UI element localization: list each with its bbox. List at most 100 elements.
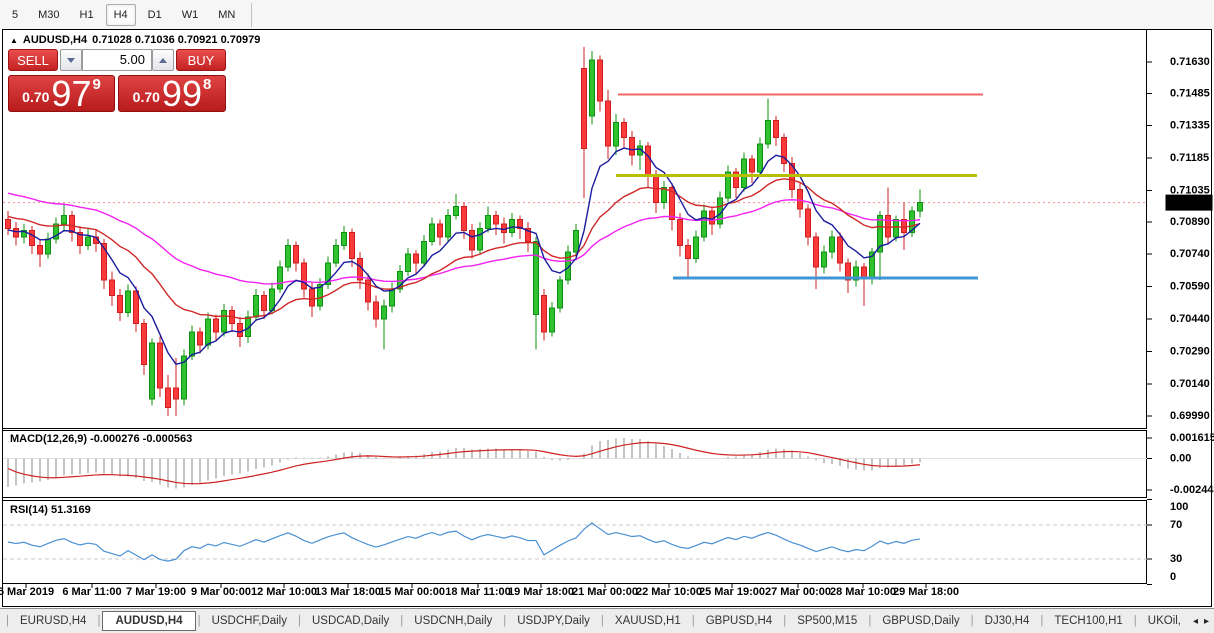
macd-axis: 0.001615 0.00 -0.002443 <box>1147 432 1214 496</box>
buy-price-pip: 8 <box>202 76 212 93</box>
svg-text:6 Mar 11:00: 6 Mar 11:00 <box>62 586 121 598</box>
timeframe-button-MN[interactable]: MN <box>218 8 236 21</box>
tab-gbpusd-daily[interactable]: GBPUSD,Daily <box>882 615 960 627</box>
ma-slow-line <box>7 192 921 285</box>
svg-text:0.71035: 0.71035 <box>1170 185 1210 197</box>
price-axis: 0.71630 0.71485 0.71335 0.71185 0.71035 0.708… <box>1147 56 1213 422</box>
buy-price-display[interactable]: 0.70 99 8 <box>118 75 226 112</box>
svg-text:5 Mar 2019: 5 Mar 2019 <box>0 586 54 598</box>
buy-button[interactable]: BUY <box>176 49 226 71</box>
tab-sp500-m15[interactable]: SP500,M15 <box>797 615 858 627</box>
svg-text:0.71185: 0.71185 <box>1170 152 1209 164</box>
timeframe-button-5[interactable]: 5 <box>12 8 19 21</box>
timeframe-toolbar: 5 M30 H1 H4 D1 W1 MN <box>0 0 1214 29</box>
collapse-icon[interactable]: ▲ <box>10 35 18 45</box>
tab-eurusd-h4[interactable]: EURUSD,H4 <box>20 615 87 627</box>
rsi-indicator-label: RSI(14) 51.3169 <box>10 504 91 516</box>
tab-gbpusd-h4[interactable]: GBPUSD,H4 <box>705 615 773 627</box>
chart-header: ▲ AUDUSD,H4 0.71028 0.71036 0.70921 0.70… <box>10 34 260 46</box>
tab-usdcnh-daily[interactable]: USDCNH,Daily <box>414 615 493 627</box>
timeframe-button-H4[interactable]: H4 <box>105 3 136 26</box>
tab-divider: | <box>297 615 301 627</box>
sell-price-display[interactable]: 0.70 97 9 <box>8 75 115 112</box>
buy-price-prefix: 0.70 <box>132 89 160 105</box>
rsi-axis: 100 70 30 0 <box>1147 499 1188 585</box>
svg-text:22 Mar 10:00: 22 Mar 10:00 <box>636 586 702 598</box>
svg-text:70: 70 <box>1170 519 1182 531</box>
timeframe-button-D1[interactable]: D1 <box>147 8 162 21</box>
svg-text:0.70290: 0.70290 <box>1170 345 1210 357</box>
sell-price-prefix: 0.70 <box>22 89 50 105</box>
tab-scroll-right-icon[interactable]: ▸ <box>1204 615 1210 627</box>
svg-text:21 Mar 00:00: 21 Mar 00:00 <box>572 586 638 598</box>
sell-price-pip: 9 <box>92 76 101 93</box>
tab-divider: | <box>970 615 974 627</box>
ma-fast-line <box>7 147 921 366</box>
toolbar-separator <box>251 2 253 27</box>
volume-input[interactable]: 5.00 <box>82 49 152 71</box>
svg-text:0.001615: 0.001615 <box>1170 432 1214 444</box>
tab-xauusd-h1[interactable]: XAUUSD,H1 <box>614 615 681 627</box>
chart-tabs-bar: | EURUSD,H4 | AUDUSD,H4 | USDCHF,Daily | USDCAD… <box>0 608 1214 633</box>
timeframe-button-W1[interactable]: W1 <box>181 8 199 21</box>
chevron-down-icon <box>67 57 75 63</box>
tab-divider: | <box>783 615 787 627</box>
svg-text:0.70140: 0.70140 <box>1170 378 1210 390</box>
tab-divider: | <box>400 615 404 627</box>
tab-usdcad-daily[interactable]: USDCAD,Daily <box>311 615 390 627</box>
svg-text:0.71485: 0.71485 <box>1170 87 1210 99</box>
trade-panel-row: SELL 5.00 BUY <box>8 49 226 71</box>
svg-text:0.70440: 0.70440 <box>1170 313 1210 325</box>
svg-text:0.71630: 0.71630 <box>1170 56 1210 68</box>
tab-divider: | <box>1040 615 1044 627</box>
chart-symbol-label: AUDUSD,H4 <box>22 34 88 46</box>
ma-mid-line <box>7 178 921 320</box>
tab-divider: | <box>197 615 201 627</box>
svg-text:25 Mar 19:00: 25 Mar 19:00 <box>699 586 765 598</box>
svg-text:0.70740: 0.70740 <box>1170 248 1210 260</box>
tab-dj30-h4[interactable]: DJ30,H4 <box>984 615 1030 627</box>
date-axis: 5 Mar 2019 6 Mar 11:00 7 Mar 19:00 9 Mar 00… <box>0 583 959 598</box>
svg-text:29 Mar 18:00: 29 Mar 18:00 <box>893 586 959 598</box>
rsi-line <box>7 522 921 562</box>
timeframe-button-M30[interactable]: M30 <box>38 8 60 21</box>
current-price-badge <box>1165 194 1213 211</box>
tab-ukoil-[interactable]: UKOil, <box>1147 615 1182 627</box>
svg-text:15 Mar 00:00: 15 Mar 00:00 <box>379 586 445 598</box>
svg-text:18 Mar 11:00: 18 Mar 11:00 <box>445 586 510 598</box>
sell-button[interactable]: SELL <box>8 49 58 71</box>
tab-divider: | <box>1133 615 1137 627</box>
svg-text:0.70890: 0.70890 <box>1170 216 1210 228</box>
svg-text:0.70979: 0.70979 <box>1169 197 1209 209</box>
svg-text:0: 0 <box>1170 571 1176 583</box>
svg-text:100: 100 <box>1170 501 1188 513</box>
macd-indicator-label: MACD(12,26,9) -0.000276 -0.000563 <box>10 433 193 445</box>
timeframe-button-H1[interactable]: H1 <box>79 8 94 21</box>
tab-divider: | <box>691 615 695 627</box>
tab-tech100-h1[interactable]: TECH100,H1 <box>1054 615 1123 627</box>
tab-usdjpy-daily[interactable]: USDJPY,Daily <box>517 615 590 627</box>
tab-divider: | <box>868 615 872 627</box>
tab-audusd-h4[interactable]: AUDUSD,H4 <box>102 611 196 631</box>
tab-divider: | <box>6 615 9 627</box>
svg-text:19 Mar 18:00: 19 Mar 18:00 <box>508 586 574 598</box>
tab-usdchf-daily[interactable]: USDCHF,Daily <box>211 615 287 627</box>
tab-divider: | <box>97 615 101 627</box>
tab-scroll-left-icon[interactable]: ◂ <box>1193 615 1199 627</box>
svg-text:0.00: 0.00 <box>1170 453 1191 465</box>
sell-price-big: 97 <box>51 72 92 114</box>
svg-text:0.70590: 0.70590 <box>1170 281 1210 293</box>
svg-text:9 Mar 00:00: 9 Mar 00:00 <box>191 586 251 598</box>
svg-text:0.69990: 0.69990 <box>1170 410 1210 422</box>
chevron-up-icon <box>159 57 167 63</box>
volume-decrease-button[interactable] <box>60 49 82 71</box>
svg-text:0.71335: 0.71335 <box>1170 120 1210 132</box>
volume-increase-button[interactable] <box>152 49 174 71</box>
tab-divider: | <box>503 615 507 627</box>
svg-text:28 Mar 10:00: 28 Mar 10:00 <box>830 586 896 598</box>
svg-text:13 Mar 18:00: 13 Mar 18:00 <box>315 586 381 598</box>
svg-text:-0.002443: -0.002443 <box>1170 484 1214 496</box>
chart-canvas[interactable]: 0.716300.714850.713350.711850.710350.708… <box>0 0 1214 608</box>
macd-signal-line <box>7 441 921 485</box>
